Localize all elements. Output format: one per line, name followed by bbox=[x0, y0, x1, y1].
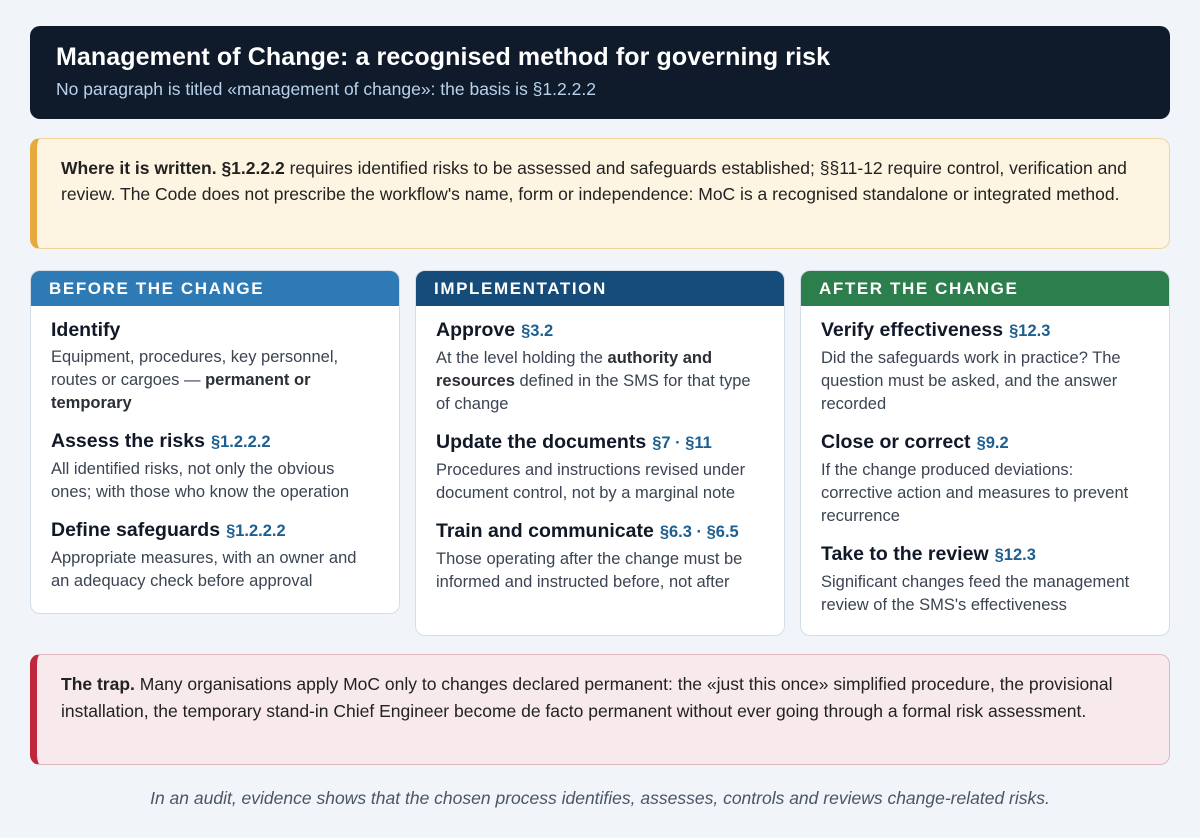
step-title: Identify bbox=[51, 319, 121, 341]
page-subtitle: No paragraph is titled «management of ch… bbox=[56, 79, 596, 99]
callout-lead: Where it is written. bbox=[61, 158, 217, 178]
step-ref: §1.2.2.2 bbox=[226, 522, 286, 540]
step-verify-effectiveness: Verify effectiveness §12.3 Did the safegu… bbox=[821, 318, 1149, 416]
step-approve: Approve §3.2 At the level holding the aut… bbox=[436, 318, 764, 416]
step-identify: Identify Equipment, procedures, key pers… bbox=[51, 318, 379, 415]
where-written-callout: Where it is written. §1.2.2.2 requires i… bbox=[30, 138, 1170, 249]
page-header: Management of Change: a recognised metho… bbox=[30, 26, 1170, 119]
step-title: Approve bbox=[436, 319, 516, 341]
step-desc: At the level holding the bbox=[436, 349, 608, 367]
step-desc: All identified risks, not only the obvio… bbox=[51, 460, 350, 501]
step-desc: Procedures and instructions revised unde… bbox=[436, 461, 746, 502]
step-ref: §12.3 bbox=[1009, 322, 1051, 340]
column-header: BEFORE THE CHANGE bbox=[31, 271, 399, 306]
step-take-to-review: Take to the review §12.3 Significant chan… bbox=[821, 542, 1149, 617]
step-title: Close or correct bbox=[821, 431, 971, 453]
trap-lead: The trap. bbox=[61, 674, 135, 694]
trap-text: Many organisations apply MoC only to cha… bbox=[61, 674, 1113, 721]
callout-ref: §1.2.2.2 bbox=[221, 158, 285, 178]
trap-callout: The trap. Many organisations apply MoC o… bbox=[30, 654, 1170, 765]
footer-note: In an audit, evidence shows that the cho… bbox=[150, 788, 1050, 808]
step-ref: §6.3 · §6.5 bbox=[659, 523, 739, 541]
column-before-change: BEFORE THE CHANGE Identify Equipment, pr… bbox=[30, 270, 400, 614]
column-after-change: AFTER THE CHANGE Verify effectiveness §12… bbox=[800, 270, 1170, 636]
step-ref: §9.2 bbox=[976, 434, 1009, 452]
step-title: Update the documents bbox=[436, 431, 647, 453]
step-desc-emphasis: permanent or temporary bbox=[51, 371, 311, 412]
step-desc: Significant changes feed the management … bbox=[821, 573, 1130, 614]
step-desc: Appropriate measures, with an owner and … bbox=[51, 549, 357, 590]
step-title: Define safeguards bbox=[51, 519, 221, 541]
step-ref: §12.3 bbox=[994, 546, 1036, 564]
step-title: Verify effectiveness bbox=[821, 319, 1004, 341]
step-desc-emphasis: authority and resources bbox=[436, 349, 713, 390]
step-ref: §7 · §11 bbox=[652, 434, 712, 452]
step-title: Take to the review bbox=[821, 543, 989, 565]
step-desc: Equipment, procedures, key personnel, ro… bbox=[51, 348, 339, 389]
step-close-or-correct: Close or correct §9.2 If the change produ… bbox=[821, 430, 1149, 528]
step-desc-tail: defined in the SMS for that type of chan… bbox=[436, 372, 751, 413]
step-desc: If the change produced deviations: corre… bbox=[821, 461, 1129, 525]
page-title: Management of Change: a recognised metho… bbox=[56, 43, 831, 71]
step-ref: §3.2 bbox=[521, 322, 554, 340]
step-define-safeguards: Define safeguards §1.2.2.2 Appropriate me… bbox=[51, 518, 379, 593]
step-assess-risks: Assess the risks §1.2.2.2 All identified … bbox=[51, 429, 379, 504]
step-train-communicate: Train and communicate §6.3 · §6.5 Those o… bbox=[436, 519, 764, 594]
step-title: Train and communicate bbox=[436, 520, 654, 542]
callout-text: requires identified risks to be assessed… bbox=[61, 158, 1127, 204]
step-desc: Did the safeguards work in practice? The… bbox=[821, 349, 1121, 413]
step-ref: §1.2.2.2 bbox=[210, 433, 271, 451]
column-implementation: IMPLEMENTATION Approve §3.2 At the level … bbox=[415, 270, 785, 636]
step-title: Assess the risks bbox=[51, 430, 205, 452]
step-update-documents: Update the documents §7 · §11 Procedures … bbox=[436, 430, 764, 505]
step-desc: Those operating after the change must be… bbox=[436, 550, 743, 591]
column-header: IMPLEMENTATION bbox=[416, 271, 784, 306]
column-header: AFTER THE CHANGE bbox=[801, 271, 1169, 306]
